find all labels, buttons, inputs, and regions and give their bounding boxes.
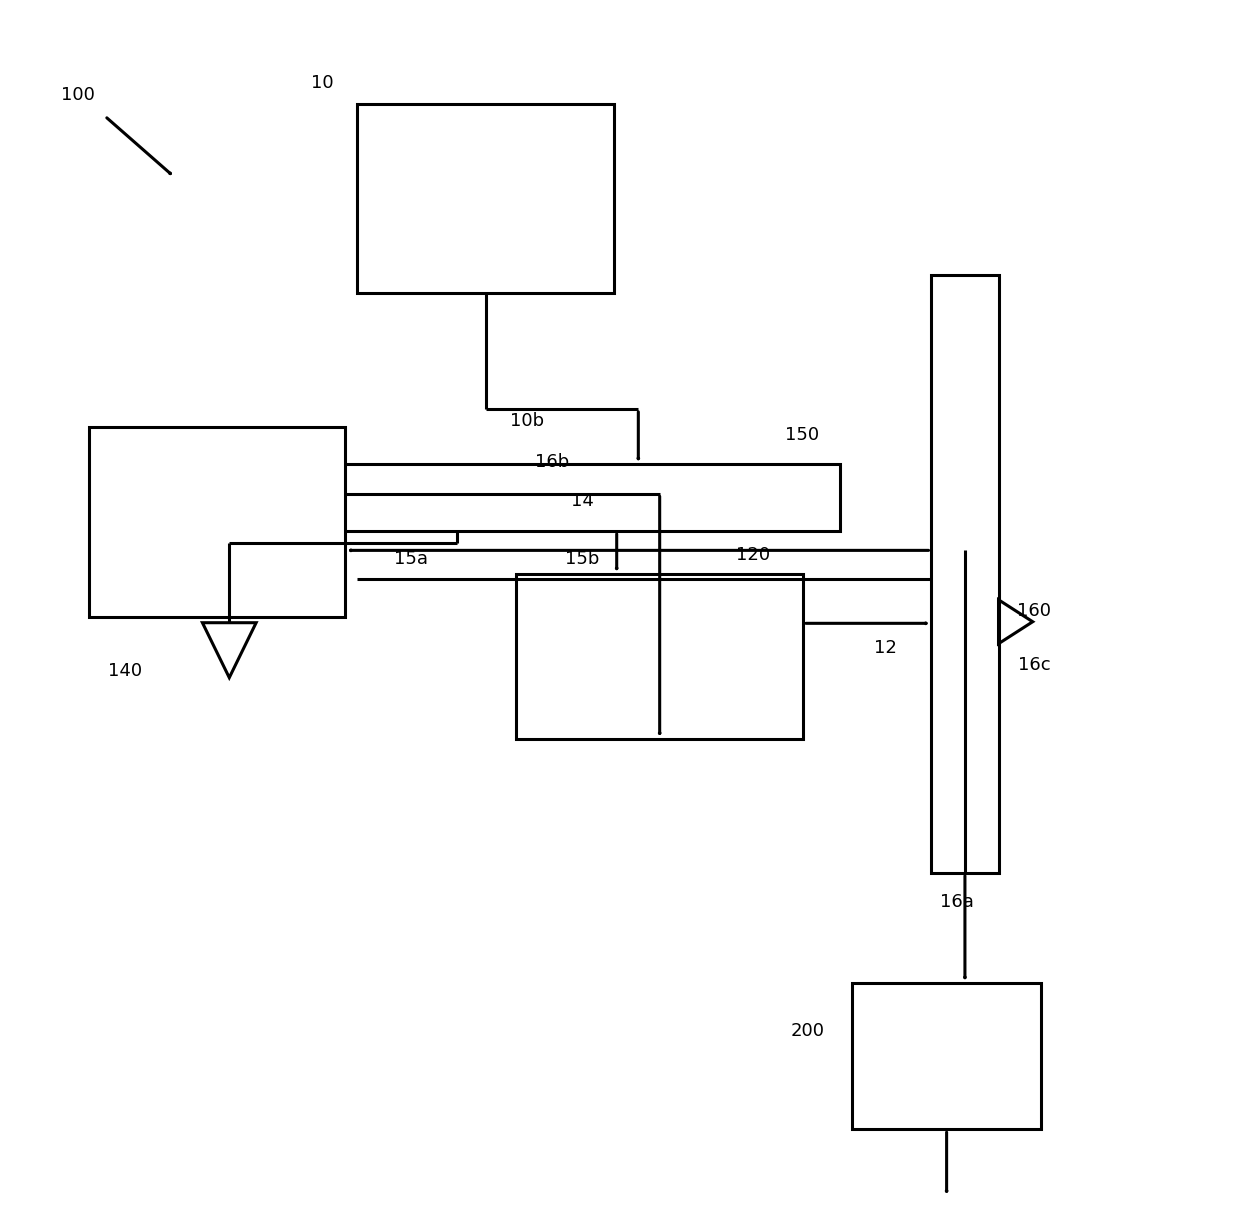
Text: 16c: 16c <box>1018 656 1050 674</box>
Text: 200: 200 <box>791 1022 825 1040</box>
Text: 150: 150 <box>785 426 818 444</box>
Text: 120: 120 <box>737 546 770 564</box>
Text: 15a: 15a <box>394 549 428 568</box>
Text: 16a: 16a <box>940 893 973 911</box>
Text: 160: 160 <box>1017 602 1050 619</box>
Text: 15b: 15b <box>565 549 599 568</box>
FancyBboxPatch shape <box>852 983 1042 1129</box>
FancyBboxPatch shape <box>309 464 839 531</box>
Text: 100: 100 <box>61 85 94 104</box>
FancyBboxPatch shape <box>516 574 804 739</box>
Text: 16b: 16b <box>534 453 569 471</box>
Text: 10: 10 <box>311 73 334 92</box>
FancyBboxPatch shape <box>357 104 614 293</box>
FancyBboxPatch shape <box>89 427 345 617</box>
Text: 140: 140 <box>108 662 143 680</box>
Text: 14: 14 <box>572 492 594 510</box>
Text: 12: 12 <box>874 639 897 657</box>
Text: 10b: 10b <box>510 411 544 430</box>
FancyBboxPatch shape <box>931 275 998 873</box>
